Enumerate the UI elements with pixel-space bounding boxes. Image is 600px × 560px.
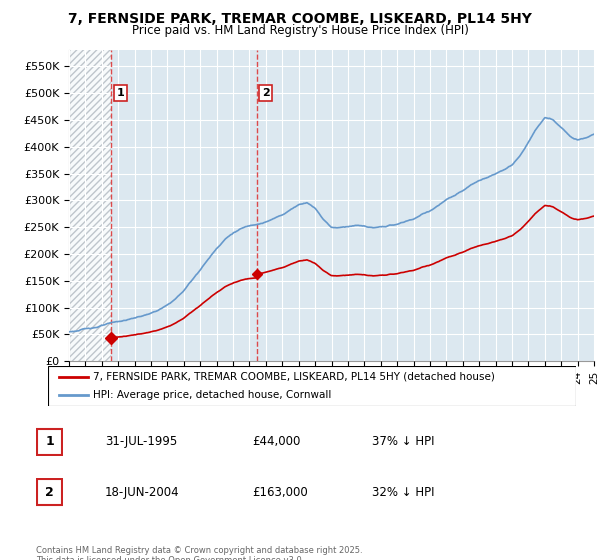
Text: 18-JUN-2004: 18-JUN-2004 — [105, 486, 179, 499]
Text: 37% ↓ HPI: 37% ↓ HPI — [372, 435, 434, 449]
Text: 7, FERNSIDE PARK, TREMAR COOMBE, LISKEARD, PL14 5HY: 7, FERNSIDE PARK, TREMAR COOMBE, LISKEAR… — [68, 12, 532, 26]
Text: 2: 2 — [262, 88, 269, 98]
Text: Contains HM Land Registry data © Crown copyright and database right 2025.
This d: Contains HM Land Registry data © Crown c… — [36, 546, 362, 560]
Text: £163,000: £163,000 — [252, 486, 308, 499]
Text: 31-JUL-1995: 31-JUL-1995 — [105, 435, 177, 449]
Text: 2: 2 — [45, 486, 54, 499]
Text: 7, FERNSIDE PARK, TREMAR COOMBE, LISKEARD, PL14 5HY (detached house): 7, FERNSIDE PARK, TREMAR COOMBE, LISKEAR… — [93, 372, 495, 381]
Text: HPI: Average price, detached house, Cornwall: HPI: Average price, detached house, Corn… — [93, 390, 331, 400]
Text: 1: 1 — [116, 88, 124, 98]
Text: £44,000: £44,000 — [252, 435, 301, 449]
Text: 1: 1 — [45, 435, 54, 449]
Text: 32% ↓ HPI: 32% ↓ HPI — [372, 486, 434, 499]
Text: Price paid vs. HM Land Registry's House Price Index (HPI): Price paid vs. HM Land Registry's House … — [131, 24, 469, 36]
